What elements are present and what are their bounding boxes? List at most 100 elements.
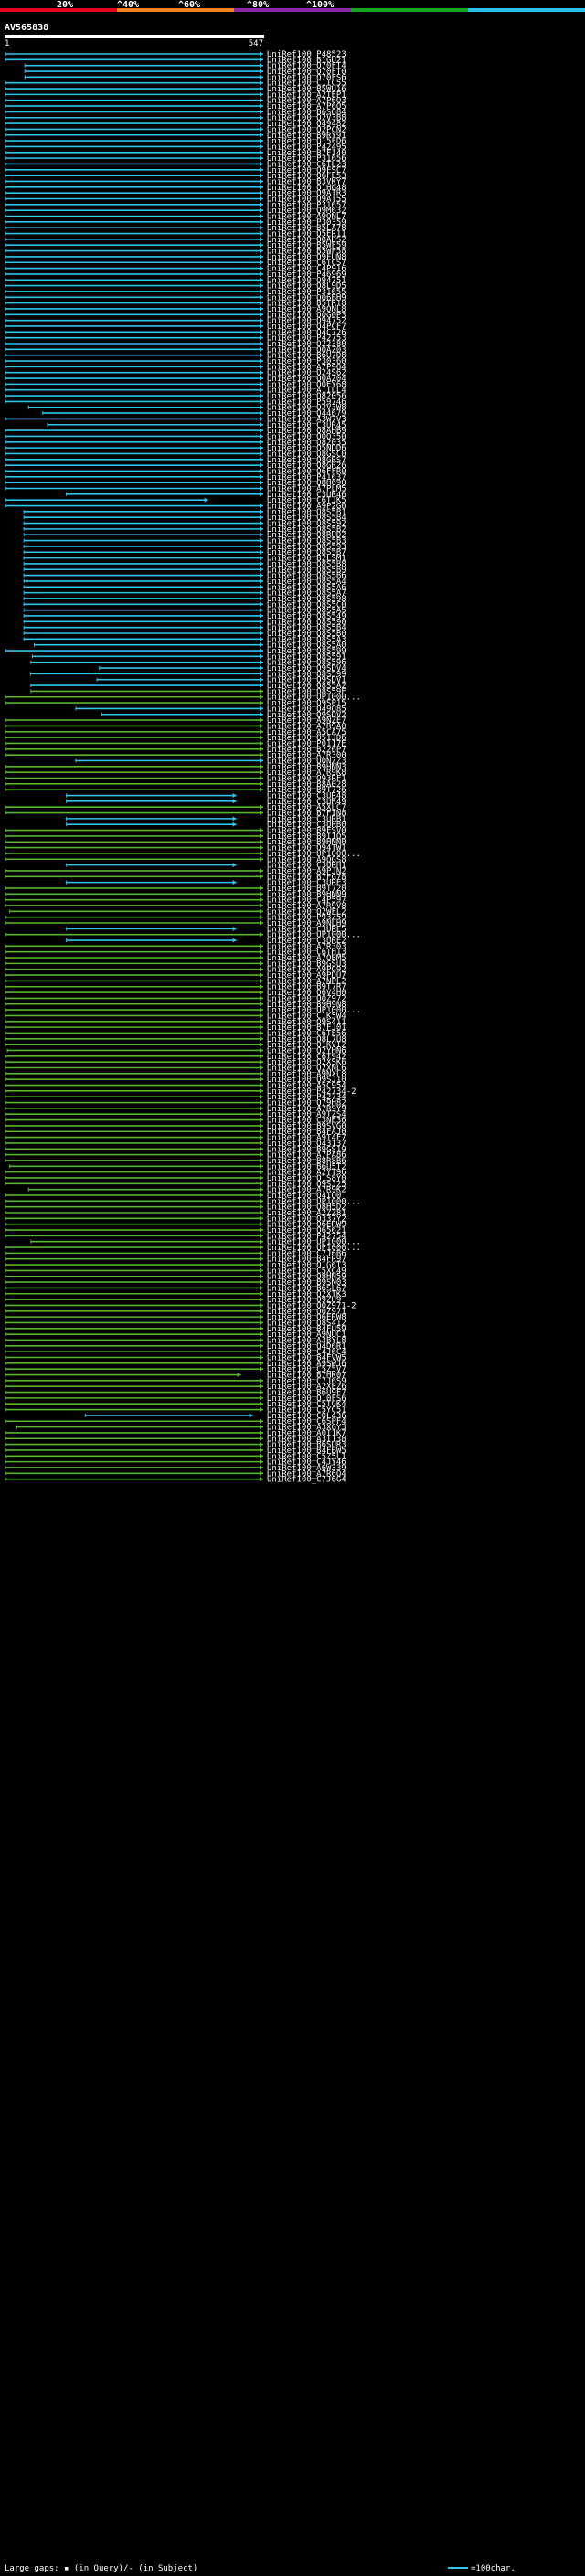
hit-row[interactable]: UniRef100_Q8GRS7 xyxy=(5,456,346,465)
hit-row[interactable]: UniRef100_B9SN03 xyxy=(5,1278,346,1288)
hit-label[interactable]: UniRef100_Q82056 xyxy=(267,392,346,401)
hit-row[interactable]: UniRef100_Q8H5D2 xyxy=(5,1203,346,1213)
hit-label[interactable]: UniRef100_A9QNL8 xyxy=(267,305,346,314)
hit-row[interactable]: UniRef100_Q8H690 xyxy=(5,479,346,488)
hit-label[interactable]: UniRef100_C3UR49 xyxy=(267,798,346,807)
hit-row[interactable]: UniRef100_Q82035 xyxy=(5,439,346,448)
hit-label[interactable]: UniRef100_P0117E xyxy=(267,739,346,748)
hit-row[interactable]: UniRef100_A3I138 xyxy=(5,1435,346,1444)
hit-row[interactable]: UniRef100_Q1G6T3 xyxy=(5,1261,346,1270)
hit-label[interactable]: UniRef100_A7R6Q4 xyxy=(267,1469,346,1479)
hit-row[interactable]: UniRef100_P42734 xyxy=(5,1093,346,1102)
hit-label[interactable]: UniRef100_Q8S599 xyxy=(267,647,346,656)
hit-row[interactable]: UniRef100_A3W7V3 xyxy=(5,415,346,424)
hit-row[interactable]: UniRef100_A2XEZ6 xyxy=(5,1383,346,1392)
hit-row[interactable]: UniRef100_Q70FS6 xyxy=(24,73,346,82)
hit-label[interactable]: UniRef100_B9I1Q5 xyxy=(267,832,346,842)
hit-row[interactable]: UniRef100_C4J6C4 xyxy=(5,1348,346,1357)
hit-label[interactable]: UniRef100_B7FG78 xyxy=(267,873,346,882)
hit-row[interactable]: UniRef100_B226P7 xyxy=(5,746,346,755)
hit-row[interactable]: UniRef100_A9T4F7 xyxy=(5,1134,346,1143)
hit-row[interactable]: UniRef100_C3URE3 xyxy=(66,879,346,888)
hit-row[interactable]: UniRef100_A7NPL2 xyxy=(5,977,346,986)
hit-row[interactable]: UniRef100_Q8S592 xyxy=(23,520,346,529)
hit-row[interactable]: UniRef100_Q2V3W8 xyxy=(27,404,346,413)
hit-row[interactable]: UniRef100_C6T942 xyxy=(5,1053,346,1062)
hit-label[interactable]: UniRef100_Q0G0P3 xyxy=(267,311,346,320)
hit-label[interactable]: UniRef100_Q0ADS2 xyxy=(267,236,346,245)
hit-row[interactable]: UniRef100_Q70FT0 xyxy=(24,68,346,77)
hit-label[interactable]: UniRef100_C3URE2 xyxy=(267,937,346,946)
hit-label[interactable]: UniRef100_Q6ERW8 xyxy=(267,1313,346,1322)
hit-label[interactable]: UniRef100_P48523 xyxy=(267,50,346,59)
hit-row[interactable]: UniRef100_A9TZS4 xyxy=(5,1110,346,1119)
hit-label[interactable]: UniRef100_C3NE36 xyxy=(267,1117,346,1126)
hit-row[interactable]: UniRef100_A1ILL4 xyxy=(5,387,346,396)
hit-row[interactable]: UniRef100_B9HNN0 xyxy=(5,838,346,847)
hit-label[interactable]: UniRef100_Q4IQ0 xyxy=(267,1192,341,1201)
hit-label[interactable]: UniRef100_B4FU59 xyxy=(267,1325,346,1334)
hit-label[interactable]: UniRef100_Q8S412 xyxy=(267,1319,346,1328)
hit-label[interactable]: UniRef100_Q8S5C0 xyxy=(267,600,346,610)
hit-label[interactable]: UniRef100_A9P2G0 xyxy=(267,503,346,512)
hit-row[interactable]: UniRef100_A7PA86 xyxy=(5,1151,346,1161)
hit-row[interactable]: UniRef100_A2ZZ81 xyxy=(5,1209,346,1218)
hit-row[interactable]: UniRef100_B3VKY7 xyxy=(5,177,346,186)
hit-row[interactable]: UniRef100_Q06BH9 xyxy=(5,293,346,302)
hit-row[interactable]: UniRef100_O0EY68 xyxy=(5,380,346,389)
hit-label[interactable]: UniRef100_Q5NDD6 xyxy=(267,444,346,453)
hit-row[interactable]: UniRef100_A2YT96 xyxy=(5,1169,346,1178)
hit-row[interactable]: UniRef100_Q337Y2 xyxy=(5,1214,346,1224)
hit-row[interactable]: UniRef100_B9HNN9 xyxy=(5,890,346,899)
hit-row[interactable]: UniRef100_Q8S5A2 xyxy=(30,682,346,691)
hit-row[interactable]: UniRef100_C3NE36 xyxy=(5,1117,346,1126)
hit-label[interactable]: UniRef100_A7NPL2 xyxy=(267,977,346,986)
hit-label[interactable]: UniRef100_B9GS19 xyxy=(267,1145,346,1154)
hit-row[interactable]: UniRef100_A7P6Q5 xyxy=(5,102,346,111)
hit-row[interactable]: UniRef100_B9T7R7 xyxy=(5,983,346,992)
hit-row[interactable]: UniRef100_A5CA75 xyxy=(5,728,346,737)
hit-row[interactable]: UniRef100_P42754 xyxy=(5,1232,346,1241)
hit-label[interactable]: UniRef100_C5Z5V7 xyxy=(267,1365,346,1374)
hit-row[interactable]: UniRef100_C6TH13 xyxy=(5,949,346,958)
hit-row[interactable]: UniRef100_C7J6B6 xyxy=(5,1249,346,1258)
hit-label[interactable]: UniRef100_Q15FD6 xyxy=(267,137,346,146)
hit-label[interactable]: UniRef100_B9RY91 xyxy=(267,132,346,141)
hit-row[interactable]: UniRef100_Q0AZ04 xyxy=(5,375,346,384)
hit-label[interactable]: UniRef100_C4JY46 xyxy=(267,1458,346,1468)
hit-row[interactable]: UniRef100_C6TCS7 xyxy=(5,259,346,268)
hit-row[interactable]: UniRef100_Q2PCN2 xyxy=(5,125,346,134)
hit-label[interactable]: UniRef100_A9PG92 xyxy=(267,966,346,975)
hit-row[interactable]: UniRef100_C3URE5 xyxy=(66,925,346,934)
hit-row[interactable]: UniRef100_Q94751 xyxy=(5,276,346,285)
hit-label[interactable]: UniRef100_C3URB1 xyxy=(267,815,346,824)
hit-label[interactable]: UniRef100_Q8S5A7 xyxy=(267,589,346,599)
hit-row[interactable]: UniRef100_A9NXL8 xyxy=(5,1070,346,1079)
hit-label[interactable]: UniRef100_A7QBM5 xyxy=(267,954,346,963)
hit-row[interactable]: UniRef100_Q9FUN8 xyxy=(5,253,346,262)
hit-label[interactable]: UniRef100_C5XC49 xyxy=(267,1267,346,1276)
hit-row[interactable]: UniRef100_Q8S590 xyxy=(23,618,346,627)
hit-row[interactable]: UniRef100_A9NUC1 xyxy=(5,1330,346,1340)
hit-label[interactable]: UniRef100_C5YC51 xyxy=(267,1406,346,1415)
hit-label[interactable]: UniRef100_C3URE3 xyxy=(267,879,346,888)
hit-label[interactable]: UniRef100_C5Z5L1 xyxy=(267,1452,346,1461)
hit-label[interactable]: UniRef100_Q8S5A4 xyxy=(267,578,346,587)
hit-label[interactable]: UniRef100_B9FSV0 xyxy=(267,827,346,836)
hit-label[interactable]: UniRef100_B226P7 xyxy=(267,746,346,755)
hit-row[interactable]: UniRef100_C6T856 xyxy=(5,1029,346,1038)
hit-row[interactable]: UniRef100_Q8S5B9 xyxy=(23,566,346,575)
hit-row[interactable]: UniRef100_A7R303 xyxy=(5,942,346,951)
hit-label[interactable]: UniRef100_Q93RF1 xyxy=(267,775,346,784)
hit-label[interactable]: UniRef100_A7R9V8 xyxy=(267,902,346,911)
hit-label[interactable]: UniRef100_Q8S5B4 xyxy=(267,624,346,633)
hit-label[interactable]: UniRef100_A7R300 xyxy=(267,751,346,760)
hit-label[interactable]: UniRef100_Q8GSC0 xyxy=(267,450,346,459)
hit-row[interactable]: UniRef100_Q2WFL2 xyxy=(9,907,346,917)
hit-label[interactable]: UniRef100_O0EY68 xyxy=(267,380,346,389)
hit-label[interactable]: UniRef100_Q8S59F xyxy=(267,687,346,696)
hit-label[interactable]: UniRef100_Q8S5A6 xyxy=(267,583,346,592)
hit-row[interactable]: UniRef100_Q70FT4 xyxy=(24,62,346,71)
hit-row[interactable]: UniRef100_A9P2G0 xyxy=(5,503,346,512)
hit-label[interactable]: UniRef100_Q94TW1 xyxy=(267,844,346,853)
